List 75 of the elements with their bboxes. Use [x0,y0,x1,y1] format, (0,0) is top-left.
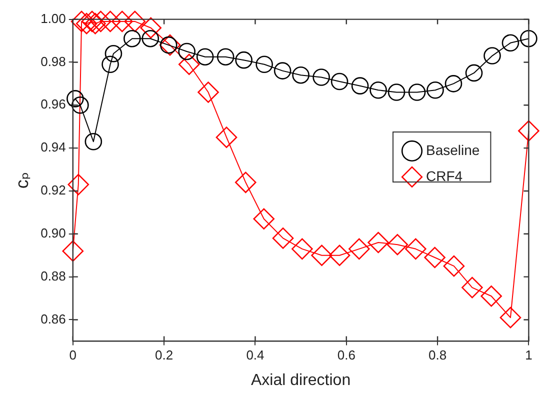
point [370,81,387,99]
point [272,228,294,249]
point [292,238,313,260]
point [462,276,483,298]
point [198,82,219,103]
point [465,64,483,82]
point [235,51,252,69]
y-tick-label: 0.90 [40,225,66,240]
point [124,30,141,48]
x-tick-label: 0.2 [155,348,174,363]
point [484,47,501,64]
point [70,10,92,32]
point [405,238,426,260]
y-tick-label: 0.88 [40,268,66,284]
point [388,84,406,101]
point [66,90,84,108]
point [351,77,369,94]
point [500,306,522,328]
y-tick-label: 0.94 [40,140,66,155]
x-axis-title: Axial direction [250,372,351,389]
y-tick-label: 0.92 [40,182,66,198]
point [426,81,444,99]
y-tick-label: 0.96 [40,96,66,112]
point [84,132,102,150]
point [274,62,292,80]
y-tick-label: 0.98 [40,54,66,69]
y-tick-label: 0.86 [40,311,66,326]
point [216,48,234,66]
point [311,244,332,266]
y-axis-title: cₚ [12,172,32,189]
legend-label: CRF4 [426,168,463,184]
point [104,44,122,62]
point [84,12,106,34]
point [102,56,119,74]
point [178,54,200,76]
point [62,240,84,262]
point [76,12,98,34]
point [502,34,520,52]
point [72,96,89,114]
point [444,75,462,92]
x-tick-label: 0.6 [337,348,356,363]
point [111,10,133,32]
point [216,126,238,148]
point [518,120,540,142]
point [520,30,538,48]
y-tick-label: 1.00 [40,10,66,26]
point [68,174,90,196]
point [424,246,446,268]
point [196,48,214,66]
point [408,84,426,101]
point [256,56,273,74]
point [480,285,502,307]
point [348,238,370,260]
point [292,66,310,84]
legend-label: Baseline [426,142,480,158]
point [100,10,121,32]
x-tick-label: 0.8 [428,348,447,363]
point [386,234,408,256]
point [159,34,181,56]
x-tick-label: 0.4 [246,348,264,363]
point [90,10,112,32]
point [328,244,350,266]
point [443,255,465,277]
point [124,10,146,32]
point [140,17,162,39]
point [81,10,103,32]
x-tick-label: 1 [525,348,532,363]
point [312,68,330,86]
x-tick-label: 0 [69,348,77,363]
point [330,72,348,90]
point [178,42,196,60]
point [235,172,256,194]
point [368,232,389,254]
point [253,208,275,230]
point [142,30,160,48]
